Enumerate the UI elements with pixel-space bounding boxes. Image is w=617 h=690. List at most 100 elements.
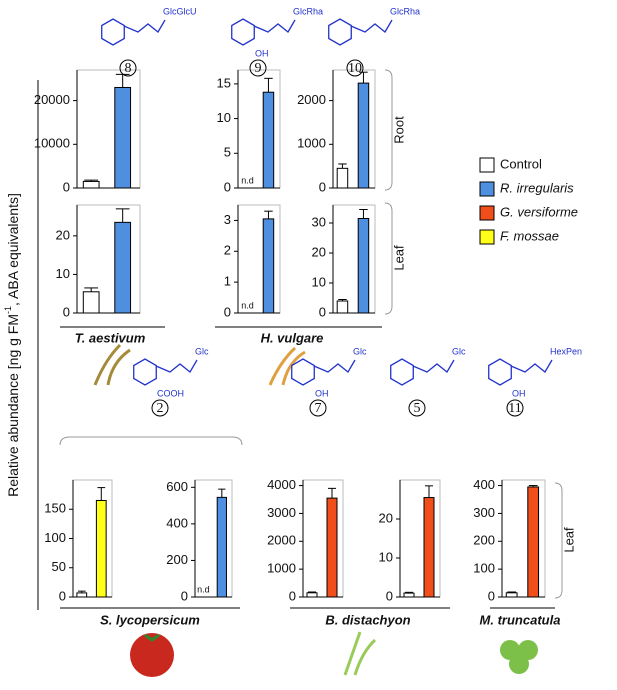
bar xyxy=(336,167,349,189)
side-chain xyxy=(350,19,393,33)
organ-label: Root xyxy=(391,116,406,144)
compound-number: 8 xyxy=(125,61,132,76)
side-chain xyxy=(510,359,553,373)
y-tick-label: 20 xyxy=(379,510,393,525)
y-tick-label: 0 xyxy=(319,179,326,194)
y-tick-label: 0 xyxy=(63,304,70,319)
y-tick-label: 20 xyxy=(56,227,70,242)
bar xyxy=(357,218,370,314)
value-label: n.d xyxy=(241,300,254,310)
y-tick-label: 0 xyxy=(59,588,66,603)
y-tick-label: 5 xyxy=(224,145,231,160)
y-tick-label: 1000 xyxy=(267,561,296,576)
ring xyxy=(231,18,255,46)
y-tick-label: 200 xyxy=(473,533,495,548)
bar xyxy=(262,218,275,314)
bar xyxy=(326,497,338,598)
bar xyxy=(306,592,318,598)
group: COOH xyxy=(157,388,184,398)
y-tick-label: 4000 xyxy=(267,477,296,492)
y-tick-label: 50 xyxy=(52,559,66,574)
bar xyxy=(262,91,275,189)
side-chain xyxy=(123,19,166,33)
group: OH xyxy=(255,48,269,58)
y-tick-label: 30 xyxy=(312,214,326,229)
organ-bracket xyxy=(384,202,393,315)
substituent: GlcRha xyxy=(293,6,323,16)
y-tick-label: 1 xyxy=(224,274,231,289)
organ-label: Leaf xyxy=(561,527,576,553)
bar xyxy=(403,592,415,598)
species-label: S. lycopersicum xyxy=(100,612,200,627)
legend-label: F. mossae xyxy=(500,228,559,243)
barley-icon xyxy=(268,346,306,386)
y-tick-label: 1000 xyxy=(297,136,326,151)
bar xyxy=(423,497,435,598)
y-tick-label: 15 xyxy=(217,75,231,90)
bar xyxy=(76,592,88,598)
y-tick-label: 10 xyxy=(312,274,326,289)
ring xyxy=(328,18,352,46)
y-tick-label: 0 xyxy=(224,304,231,319)
y-tick-label: 100 xyxy=(44,530,66,545)
species-label: H. vulgare xyxy=(261,330,324,345)
y-tick-label: 0 xyxy=(63,179,70,194)
y-tick-label: 0 xyxy=(181,588,188,603)
legend-swatch xyxy=(479,229,495,245)
y-tick-label: 0 xyxy=(488,588,495,603)
ring xyxy=(133,358,157,386)
y-label-sup: -1 xyxy=(3,306,13,314)
y-tick-label: 10 xyxy=(379,549,393,564)
y-tick-label: 0 xyxy=(224,179,231,194)
ring xyxy=(291,358,315,386)
y-tick-label: 10000 xyxy=(34,136,70,151)
bar xyxy=(114,86,132,189)
tomato-icon xyxy=(130,633,174,677)
number-circle xyxy=(119,59,137,77)
bar xyxy=(82,180,100,189)
legend-label: R. irregularis xyxy=(500,180,574,195)
compound-number: 2 xyxy=(157,401,164,416)
compound-number: 11 xyxy=(508,401,521,416)
substituent: GlcGlcU xyxy=(163,6,197,16)
value-label: n.d xyxy=(241,175,254,185)
y-tick-label: 400 xyxy=(473,477,495,492)
y-label-text: Relative abundance [ng g FM xyxy=(5,314,21,497)
substituent: Glc xyxy=(452,346,466,356)
number-circle xyxy=(408,399,426,417)
species-label: B. distachyon xyxy=(325,612,410,627)
grass-icon xyxy=(343,631,377,676)
side-chain xyxy=(155,359,198,373)
y-tick-label: 0 xyxy=(386,588,393,603)
y-tick-label: 2000 xyxy=(267,533,296,548)
number-circle xyxy=(309,399,327,417)
y-tick-label: 10 xyxy=(217,110,231,125)
y-tick-label: 150 xyxy=(44,501,66,516)
legend-swatch xyxy=(479,181,495,197)
y-tick-label: 3 xyxy=(224,212,231,227)
value-label: n.d xyxy=(197,584,210,594)
substituent: Glc xyxy=(195,346,209,356)
side-chain xyxy=(313,359,356,373)
number-circle xyxy=(506,399,524,417)
y-tick-label: 100 xyxy=(473,561,495,576)
substituent: HexPen xyxy=(550,346,582,356)
y-tick-label: 600 xyxy=(166,479,188,494)
y-tick-label: 20000 xyxy=(34,92,70,107)
organ-bracket xyxy=(554,482,563,599)
organ-bracket xyxy=(384,69,393,191)
y-tick-label: 0 xyxy=(319,304,326,319)
compound-number: 7 xyxy=(315,401,322,416)
side-chain xyxy=(412,359,455,373)
y-tick-label: 3000 xyxy=(267,505,296,520)
legend-label: Control xyxy=(500,156,542,171)
y-tick-label: 2000 xyxy=(297,92,326,107)
y-tick-label: 400 xyxy=(166,515,188,530)
bar xyxy=(95,499,107,598)
number-circle xyxy=(249,59,267,77)
bar xyxy=(216,496,227,598)
compound-bracket xyxy=(59,436,243,446)
y-tick-label: 2 xyxy=(224,243,231,258)
bar xyxy=(357,82,370,189)
